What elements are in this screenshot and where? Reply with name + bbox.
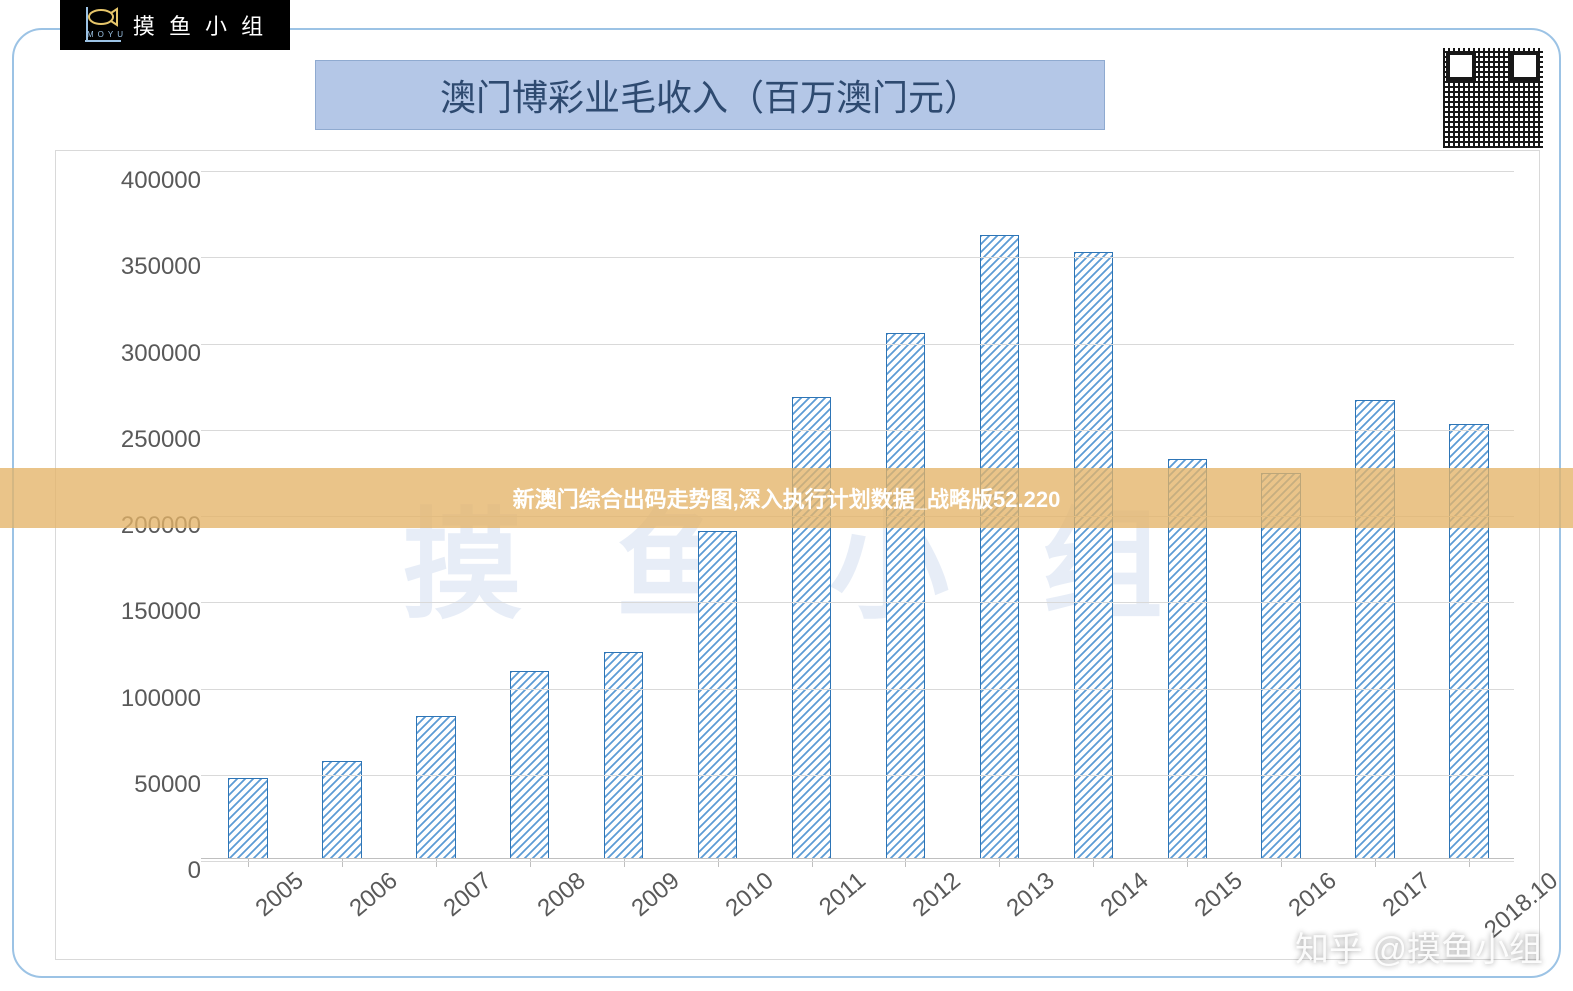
bar bbox=[1261, 473, 1300, 859]
x-tick-label: 2008 bbox=[532, 867, 591, 923]
logo-badge: MOYU 摸 鱼 小 组 bbox=[60, 0, 290, 50]
bar bbox=[886, 333, 925, 859]
overlay-banner-text: 新澳门综合出码走势图,深入执行计划数据_战略版52.220 bbox=[513, 482, 1061, 514]
zhihu-watermark-text: 知乎 @摸鱼小组 bbox=[1295, 922, 1543, 971]
x-tick-label: 2007 bbox=[438, 867, 497, 923]
y-tick-label: 150000 bbox=[91, 598, 201, 626]
x-tick-label: 2012 bbox=[908, 867, 967, 923]
y-tick-label: 0 bbox=[91, 857, 201, 885]
grid-line bbox=[201, 257, 1514, 258]
bar bbox=[416, 716, 455, 859]
chart-title: 澳门博彩业毛收入（百万澳门元） bbox=[315, 60, 1105, 130]
bar bbox=[980, 235, 1019, 859]
y-tick-label: 100000 bbox=[91, 685, 201, 713]
x-tick-label: 2010 bbox=[720, 867, 779, 923]
chart-title-text: 澳门博彩业毛收入（百万澳门元） bbox=[440, 69, 980, 121]
x-tick-label: 2016 bbox=[1284, 867, 1343, 923]
grid-line bbox=[201, 775, 1514, 776]
bar bbox=[228, 778, 267, 859]
bar bbox=[604, 652, 643, 859]
y-tick-label: 350000 bbox=[91, 253, 201, 281]
x-tick-label: 2014 bbox=[1096, 867, 1155, 923]
x-tick-label: 2011 bbox=[814, 867, 872, 922]
grid-line bbox=[201, 344, 1514, 345]
x-tick-label: 2005 bbox=[250, 867, 309, 923]
grid-line bbox=[201, 689, 1514, 690]
overlay-banner: 新澳门综合出码走势图,深入执行计划数据_战略版52.220 bbox=[0, 468, 1573, 528]
grid-line bbox=[201, 430, 1514, 431]
x-tick-label: 2009 bbox=[626, 867, 685, 923]
zhihu-watermark: 知乎 @摸鱼小组 bbox=[1295, 922, 1543, 971]
y-tick-label: 250000 bbox=[91, 426, 201, 454]
x-tick-label: 2006 bbox=[344, 867, 403, 923]
grid-line bbox=[201, 602, 1514, 603]
svg-text:MOYU: MOYU bbox=[87, 30, 123, 39]
bar bbox=[698, 531, 737, 859]
logo-text: 摸 鱼 小 组 bbox=[133, 9, 267, 41]
y-tick-label: 400000 bbox=[91, 167, 201, 195]
y-tick-label: 300000 bbox=[91, 340, 201, 368]
x-tick-label: 2013 bbox=[1002, 867, 1061, 923]
x-tick-label: 2017 bbox=[1378, 867, 1437, 923]
bar bbox=[792, 397, 831, 859]
y-tick-label: 50000 bbox=[91, 771, 201, 799]
fish-icon: MOYU bbox=[83, 5, 123, 45]
qr-code-icon bbox=[1443, 48, 1543, 148]
x-tick-label: 2015 bbox=[1190, 867, 1249, 923]
chart-area: 摸 鱼 小 组 05000010000015000020000025000030… bbox=[55, 150, 1540, 960]
grid-line bbox=[201, 171, 1514, 172]
bar bbox=[510, 671, 549, 859]
